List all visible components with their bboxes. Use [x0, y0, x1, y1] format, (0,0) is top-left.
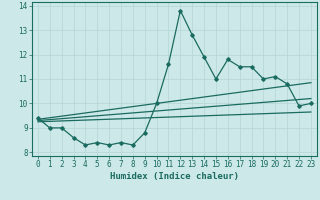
X-axis label: Humidex (Indice chaleur): Humidex (Indice chaleur) [110, 172, 239, 181]
